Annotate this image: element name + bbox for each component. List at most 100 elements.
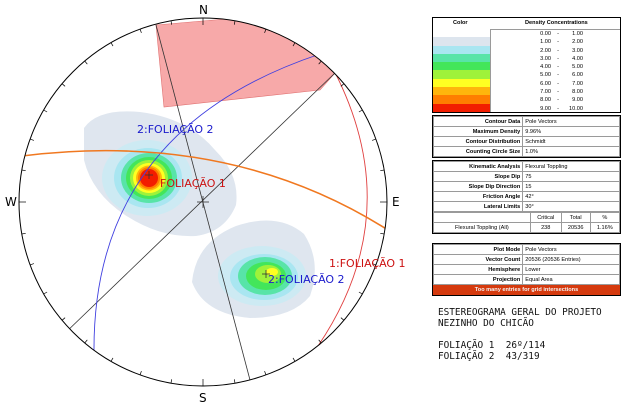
result-critical: 238 — [529, 222, 562, 233]
degree-tick — [29, 263, 35, 266]
notes-title-line-2: NEZINHO DO CHICÃO — [438, 318, 534, 329]
range-dash: - — [557, 55, 559, 62]
degree-tick — [61, 83, 66, 87]
critical-header: Critical — [529, 212, 562, 223]
info-row: Vector Count 20536 (20536 Entries) — [432, 254, 620, 265]
degree-tick — [170, 20, 173, 25]
info-value: Pole Vectors — [522, 116, 620, 127]
info-label: Maximum Density — [432, 126, 524, 137]
range-max: 4.00 — [572, 55, 583, 62]
info-value: 15 — [522, 181, 620, 192]
info-row: Counting Circle Size 1.0% — [432, 146, 620, 157]
info-label: Hemisphere — [432, 264, 524, 275]
range-min: 5.00 — [540, 72, 551, 79]
degree-tick — [21, 169, 26, 172]
range-dash: - — [557, 89, 559, 96]
colorbar-segment — [433, 62, 490, 71]
colorbar-segment — [433, 53, 490, 63]
degree-tick — [371, 138, 377, 141]
kinematic-analysis-panel: Kinematic Analysis Flexural Toppling Slope… — [432, 160, 621, 234]
info-row: Slope Dip 75 — [432, 171, 620, 182]
range-dash: - — [557, 97, 559, 104]
info-row: Lateral Limits 30° — [432, 201, 620, 212]
info-row: Hemisphere Lower — [432, 264, 620, 275]
result-total: 20536 — [560, 222, 591, 233]
degree-tick — [340, 317, 345, 321]
project-notes: ESTEREOGRAMA GERAL DO PROJETO NEZINHO DO… — [438, 307, 623, 362]
grid-warning: Too many entries for grid intersections — [433, 285, 620, 295]
total-header: Total — [560, 212, 591, 223]
range-dash: - — [557, 47, 559, 54]
compass-east: E — [392, 195, 400, 209]
range-max: 3.00 — [572, 47, 583, 54]
pole-marker-1 — [145, 171, 153, 179]
colorbar-segment — [433, 70, 490, 79]
degree-tick — [139, 28, 142, 34]
info-row: Plot Mode Pole Vectors — [432, 244, 620, 255]
range-dash: - — [557, 31, 559, 37]
info-label: Projection — [432, 274, 524, 285]
range-max: 7.00 — [572, 80, 583, 87]
info-value: Equal Area — [522, 274, 620, 285]
critical-zone — [155, 18, 337, 108]
contour-info-panel: Contour Data Pole Vectors Maximum Density 9… — [432, 115, 621, 158]
degree-tick — [264, 28, 267, 34]
density-range-row: 5.00- 6.00 — [533, 71, 583, 79]
label-pole-foliation-2: 2:FOLIAÇÃO 2 — [268, 273, 345, 286]
degree-tick — [292, 357, 296, 362]
degree-tick — [110, 42, 114, 47]
colorbar-segment — [433, 95, 490, 104]
info-row: Friction Angle 42° — [432, 191, 620, 202]
range-max: 5.00 — [572, 64, 583, 71]
info-label: Kinematic Analysis — [432, 161, 524, 172]
info-label: Plot Mode — [432, 244, 524, 255]
info-value: 9.96% — [522, 126, 620, 137]
range-min: 6.00 — [540, 80, 551, 87]
range-max: 10.00 — [569, 105, 583, 112]
label-pole-foliation-1: FOLIAÇÃO 1 — [160, 177, 226, 190]
degree-tick — [371, 263, 377, 266]
colorbar-segment — [433, 29, 490, 38]
notes-foliation-2: FOLIAÇÃO 2 43/319 — [438, 351, 540, 362]
range-min: 1.00 — [540, 39, 551, 46]
density-ranges: 0.00-1.00 1.00-2.00 2.00-3.00 3.00-4.00 4.00… — [533, 30, 583, 113]
degree-tick — [340, 83, 345, 87]
notes-title-line-1: ESTEREOGRAMA GERAL DO PROJETO — [438, 307, 602, 318]
compass-south: S — [199, 391, 207, 405]
range-dash: - — [557, 64, 559, 71]
compass-west: W — [5, 195, 17, 209]
range-min: 7.00 — [540, 89, 551, 96]
range-max: 2.00 — [572, 39, 583, 46]
colorbar-segment — [433, 37, 490, 46]
range-min: 4.00 — [540, 64, 551, 71]
range-max: 8.00 — [572, 89, 583, 96]
info-label: Lateral Limits — [432, 201, 524, 212]
range-min: 0.00 — [540, 31, 551, 37]
color-header: Color — [453, 20, 468, 26]
density-range-row: 2.00- 3.00 — [533, 47, 583, 55]
range-max: 6.00 — [572, 72, 583, 79]
density-range-row: 3.00- 4.00 — [533, 55, 583, 63]
colorbar-segment — [433, 78, 490, 88]
pole-cluster-2 — [192, 220, 315, 318]
density-range-row: 0.00- 1.00 — [533, 30, 583, 38]
degree-tick — [358, 291, 363, 295]
range-dash: - — [557, 72, 559, 79]
colorbar-segment — [433, 45, 490, 54]
info-label: Slope Dip — [432, 171, 524, 182]
info-row: Kinematic Analysis Flexural Toppling — [432, 161, 620, 172]
info-value: 1.0% — [522, 146, 620, 157]
info-label: Contour Distribution — [432, 136, 524, 147]
degree-tick — [29, 138, 35, 141]
degree-tick — [61, 317, 66, 321]
range-min: 3.00 — [540, 55, 551, 62]
density-range-row: 9.00- 10.00 — [533, 105, 583, 113]
info-value: 20536 (20536 Entries) — [522, 254, 620, 265]
plot-info-panel: Plot Mode Pole Vectors Vector Count 20536 (… — [432, 243, 621, 296]
degree-tick — [233, 20, 236, 25]
degree-tick — [110, 357, 114, 362]
info-label: Counting Circle Size — [432, 146, 524, 157]
info-label: Contour Data — [432, 116, 524, 127]
center-cross — [197, 196, 209, 208]
density-range-row: 6.00- 7.00 — [533, 80, 583, 88]
